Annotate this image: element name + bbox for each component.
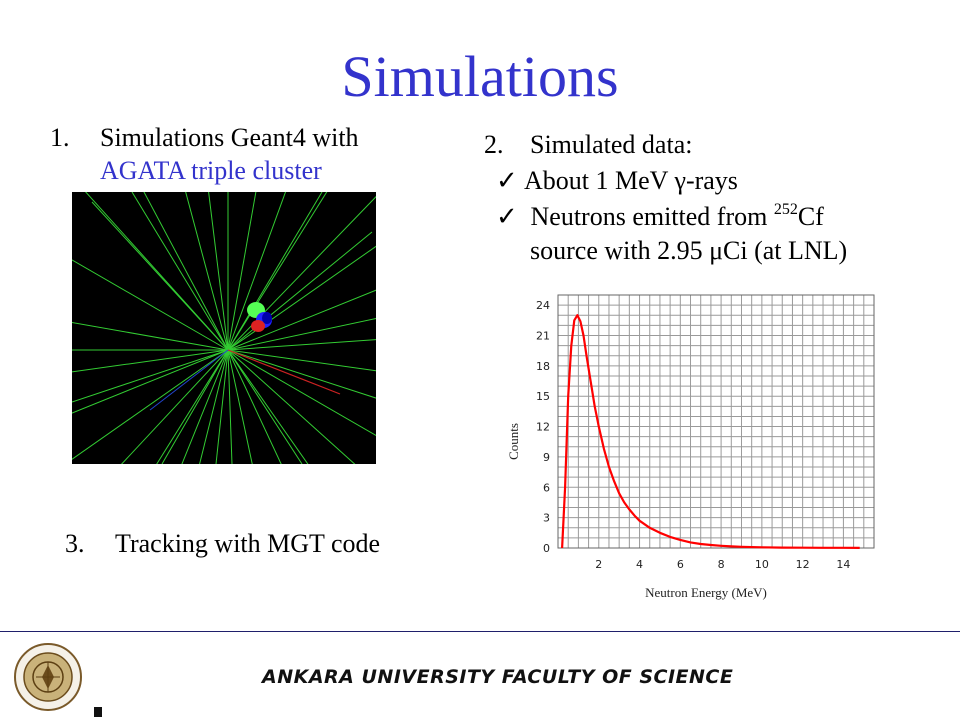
x-tick-label: 6 bbox=[677, 558, 684, 571]
y-tick-label: 6 bbox=[543, 481, 550, 494]
gamma-track-line bbox=[227, 105, 318, 351]
institution-name: ANKARA UNIVERSITY FACULTY OF SCIENCE bbox=[262, 666, 734, 688]
y-tick-label: 24 bbox=[536, 299, 550, 312]
red-track-line bbox=[227, 349, 341, 395]
item-3-text: Tracking with MGT code bbox=[115, 529, 381, 558]
gamma-track-line bbox=[227, 349, 422, 525]
gamma-track-line bbox=[227, 129, 367, 351]
x-axis-label: Neutron Energy (MeV) bbox=[645, 585, 767, 600]
isotope-mass-number: 252 bbox=[773, 201, 798, 218]
gamma-track-line bbox=[105, 120, 229, 351]
y-tick-label: 12 bbox=[536, 421, 550, 434]
item-2-bullet-2: ✓ Neutrons emitted from 252Cf bbox=[496, 200, 824, 233]
gamma-track-line bbox=[89, 349, 229, 571]
gamma-track-line bbox=[91, 201, 229, 351]
x-tick-label: 12 bbox=[796, 558, 810, 571]
item-3-number: 3. bbox=[65, 529, 85, 558]
item-2-bullet-2-line2: source with 2.95 μCi (at LNL) bbox=[530, 236, 848, 265]
gamma-track-line bbox=[161, 349, 229, 465]
item-2-number: 2. bbox=[484, 130, 504, 159]
item-2-bullet-1: ✓ About 1 MeV γ-rays bbox=[496, 164, 738, 197]
plot-background bbox=[520, 290, 875, 552]
y-tick-label: 3 bbox=[543, 512, 550, 525]
slide-title: Simulations bbox=[341, 44, 619, 109]
gamma-track-line bbox=[227, 349, 476, 431]
y-axis-label: Counts bbox=[506, 423, 521, 460]
gamma-track-line bbox=[227, 231, 373, 351]
x-tick-label: 4 bbox=[636, 558, 643, 571]
gamma-track-line bbox=[227, 162, 409, 351]
x-tick-label: 10 bbox=[755, 558, 769, 571]
y-tick-label: 21 bbox=[536, 329, 550, 342]
geant4-simulation-image bbox=[0, 90, 488, 610]
item-1-line1: Simulations Geant4 with bbox=[100, 123, 359, 152]
spectrum-curve bbox=[561, 314, 860, 549]
gamma-track-line bbox=[227, 191, 323, 351]
gamma-track-line bbox=[227, 349, 303, 465]
gamma-track-line bbox=[195, 91, 229, 351]
footer-divider bbox=[0, 631, 960, 632]
x-tick-label: 14 bbox=[836, 558, 850, 571]
item-2-bullet-1-text: About 1 MeV γ-rays bbox=[524, 166, 738, 195]
gamma-track-line bbox=[0, 349, 229, 443]
item-2-heading: Simulated data: bbox=[530, 130, 693, 159]
checkmark-icon: ✓ bbox=[496, 166, 518, 195]
geant4-tracks-graphic bbox=[0, 90, 488, 610]
x-tick-label: 8 bbox=[718, 558, 725, 571]
neutron-spectrum-chart: 0 3 6 9 12 15 18 21 24 2 4 6 8 10 12 14 Neutron Energy (… bbox=[500, 285, 885, 615]
blue-track-line bbox=[149, 349, 229, 411]
gamma-track-line bbox=[227, 349, 339, 586]
gamma-track-line bbox=[71, 349, 229, 403]
gamma-track-line bbox=[131, 191, 229, 351]
item-1-number: 1. bbox=[50, 123, 70, 152]
y-tick-label: 9 bbox=[543, 451, 550, 464]
y-tick-label: 0 bbox=[543, 542, 550, 555]
item-2-bullet-2-text: Neutrons emitted from bbox=[524, 202, 774, 231]
plot-frame bbox=[557, 294, 875, 549]
x-tick-label: 2 bbox=[595, 558, 602, 571]
university-seal-logo bbox=[6, 637, 102, 717]
gamma-track-line bbox=[227, 349, 454, 481]
item-1-line2: AGATA triple cluster bbox=[100, 156, 322, 185]
y-tick-label: 15 bbox=[536, 390, 550, 403]
gamma-track-line bbox=[227, 349, 486, 387]
checkmark-icon: ✓ bbox=[496, 202, 518, 231]
y-tick-label: 18 bbox=[536, 360, 550, 373]
isotope-symbol: Cf bbox=[797, 202, 824, 231]
gamma-track-line bbox=[227, 252, 470, 351]
gamma-track-line bbox=[227, 349, 378, 564]
gamma-track-line bbox=[2, 219, 229, 351]
agata-triple-cluster bbox=[247, 302, 272, 332]
